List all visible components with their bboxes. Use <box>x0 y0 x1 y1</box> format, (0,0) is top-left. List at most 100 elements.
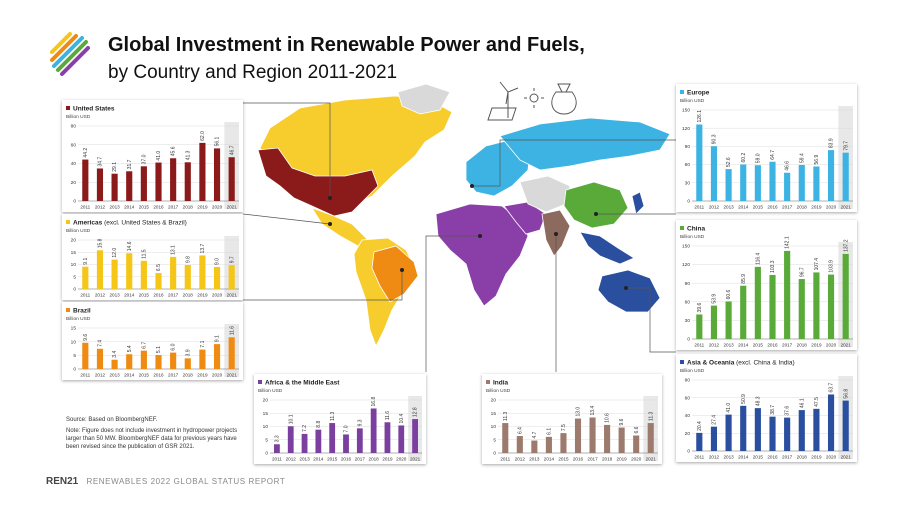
y-tick-label: 10 <box>71 262 77 268</box>
bar <box>343 434 349 453</box>
data-label: 11.3 <box>330 411 336 421</box>
x-tick-label: 2013 <box>299 457 310 462</box>
data-label: 4.7 <box>532 431 538 438</box>
data-label: 52.6 <box>726 157 732 167</box>
chart-title: Africa & the Middle East <box>265 380 340 387</box>
data-label: 41.0 <box>156 151 162 161</box>
bar <box>710 426 718 451</box>
x-tick-label: 2019 <box>382 457 393 462</box>
data-label: 9.0 <box>215 258 221 265</box>
bar <box>199 349 206 369</box>
x-tick-label: 2016 <box>767 205 778 210</box>
bar <box>618 427 625 453</box>
data-label: 6.7 <box>141 342 147 349</box>
chart-title: Brazil <box>73 308 91 315</box>
x-tick-label: 2017 <box>168 293 179 298</box>
map-regions <box>257 83 671 347</box>
y-tick-label: 20 <box>491 398 497 404</box>
x-tick-label: 2016 <box>153 373 164 378</box>
bar <box>784 417 791 451</box>
x-tick-label: 2011 <box>272 457 282 462</box>
data-label: 107.4 <box>814 258 820 271</box>
bar <box>502 423 509 453</box>
data-label: 10.4 <box>399 413 405 423</box>
data-label: 44.2 <box>83 148 89 158</box>
y-tick-label: 5 <box>73 353 76 359</box>
bar <box>96 348 104 369</box>
data-label: 6.6 <box>634 426 640 433</box>
data-label: 11.3 <box>503 411 509 421</box>
bar <box>370 408 377 453</box>
data-label: 12.0 <box>112 248 118 258</box>
x-tick-label: 2015 <box>753 455 764 460</box>
data-label: 9.6 <box>619 418 625 425</box>
x-tick-label: 2018 <box>797 455 808 460</box>
x-tick-label: 2011 <box>80 293 90 298</box>
data-label: 34.7 <box>98 157 104 167</box>
x-tick-label: 2015 <box>139 373 150 378</box>
legend-swatch <box>66 106 70 110</box>
y-tick-label: 60 <box>71 142 77 148</box>
chart-title: China <box>687 226 705 233</box>
data-label: 7.1 <box>200 340 206 347</box>
data-label: 7.2 <box>302 425 308 432</box>
y-axis-label: Billion USD <box>66 114 91 120</box>
chart-title-text: United States <box>73 106 115 113</box>
panel-africa: Africa & the Middle East Billion USD 0 5 10 1… <box>254 374 426 464</box>
bar <box>412 419 418 453</box>
region-greenland <box>397 83 451 115</box>
bar <box>111 359 118 369</box>
x-tick-label: 2020 <box>826 205 837 210</box>
x-tick-label: 2020 <box>631 457 642 462</box>
data-label: 13.1 <box>171 245 177 255</box>
data-label: 64.7 <box>770 150 776 160</box>
data-label: 39.6 <box>697 302 703 312</box>
footer-report-name: RENEWABLES 2022 GLOBAL STATUS REPORT <box>86 477 286 486</box>
x-tick-label: 2016 <box>153 293 164 298</box>
y-tick-label: 0 <box>73 367 76 373</box>
x-tick-label: 2013 <box>109 205 120 210</box>
bar <box>356 428 363 453</box>
data-label: 56.9 <box>814 155 820 165</box>
bar <box>184 358 191 369</box>
x-tick-label: 2014 <box>738 455 749 460</box>
bar <box>184 162 191 201</box>
data-label: 6.5 <box>156 264 162 271</box>
y-axis-label: Billion USD <box>486 388 511 394</box>
data-label: 16.8 <box>371 397 377 407</box>
data-label: 11.3 <box>648 411 654 421</box>
bar <box>126 253 133 289</box>
footer-logo: REN21 <box>46 476 79 487</box>
data-label: 12.8 <box>413 407 419 417</box>
data-label: 83.9 <box>829 138 835 148</box>
bar <box>184 264 191 289</box>
x-tick-label: 2011 <box>694 455 704 460</box>
y-tick-label: 20 <box>71 238 77 244</box>
bar <box>170 352 177 369</box>
y-tick-label: 60 <box>685 299 691 305</box>
x-tick-label: 2018 <box>183 205 194 210</box>
bar <box>155 162 162 201</box>
x-tick-label: 2016 <box>573 457 584 462</box>
bar <box>740 405 747 451</box>
bar <box>589 417 596 453</box>
bar <box>287 426 294 453</box>
data-label: 46.6 <box>785 161 791 171</box>
y-tick-label: 15 <box>491 411 497 417</box>
y-tick-label: 5 <box>265 437 268 443</box>
x-tick-label: 2018 <box>602 457 613 462</box>
y-tick-label: 60 <box>685 162 691 168</box>
data-label: 10.1 <box>288 414 294 424</box>
x-tick-label: 2014 <box>738 205 749 210</box>
y-axis-label: Billion USD <box>258 388 283 394</box>
connector-asia <box>626 287 676 353</box>
x-tick-label: 2021 <box>227 293 238 298</box>
x-tick-label: 2021 <box>841 343 852 348</box>
bar <box>813 408 820 451</box>
data-label: 31.7 <box>127 159 133 169</box>
chart-title: United States <box>73 106 115 113</box>
connector-dots <box>328 184 628 290</box>
money-bag-icon <box>551 83 577 115</box>
